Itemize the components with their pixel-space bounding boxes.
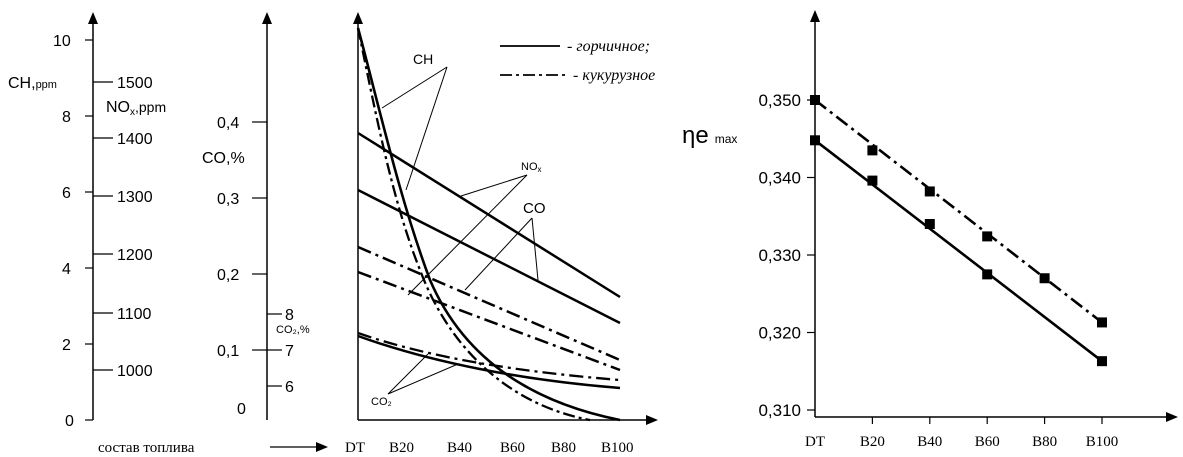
- right-series-marker-solid: [810, 135, 820, 146]
- annotation-ch: CH: [413, 51, 433, 67]
- ch-tick-2: 2: [62, 337, 71, 354]
- ch-dashdot-line: [356, 27, 591, 422]
- nox-tick-1400: 1400: [117, 131, 153, 148]
- right-series-line-dashdot: [814, 98, 1103, 324]
- right-y-tick-label: 0,330: [758, 246, 801, 265]
- right-y-tick-label: 0,320: [758, 324, 801, 343]
- nox-dashdot-line: [357, 245, 621, 362]
- right-series-marker-dashdot: [924, 186, 935, 197]
- nox-ticks: 1500 1400 1300 1200 1100 1000: [93, 75, 153, 380]
- co2-axis-label: CO₂,%: [276, 324, 310, 336]
- ch-tick-4: 4: [62, 261, 71, 278]
- right-x-tick-label: DT: [805, 434, 825, 450]
- right-y-tick-label: 0,310: [758, 401, 801, 420]
- x-caption-arrow-head: [316, 442, 328, 452]
- ch-axis-arrow: [88, 12, 98, 24]
- annotations: CH NOx CO CO₂: [371, 51, 546, 408]
- left-x-ticks: DT B20 B40 B60 B80 B100: [345, 440, 634, 456]
- ch-tick-8: 8: [62, 109, 71, 126]
- left-series: [356, 27, 621, 422]
- right-y-label: ηe max: [682, 122, 737, 149]
- right-x-tick-label: B100: [1086, 434, 1119, 450]
- right-series-line-solid: [814, 139, 1103, 363]
- co-dashdot-line: [357, 270, 621, 372]
- left-x-tick-b20: B20: [389, 440, 414, 456]
- right-y-tick-label: 0,350: [758, 91, 801, 110]
- right-series-marker-dashdot: [1039, 273, 1050, 284]
- right-x-tick-label: B20: [860, 434, 885, 450]
- co2-tick-6: 6: [285, 379, 294, 396]
- left-x-tick-b60: B60: [500, 440, 525, 456]
- co-solid-line: [357, 188, 621, 325]
- co-tick-0: 0: [237, 401, 246, 418]
- legend-dashdot-label: - кукурузное: [573, 67, 655, 84]
- right-series-marker-solid: [982, 269, 993, 280]
- co2-tick-7: 7: [285, 343, 294, 360]
- nox-tick-1300: 1300: [117, 189, 153, 206]
- right-y-ticks: 0,310 0,320 0,330 0,340 0,350: [758, 91, 815, 420]
- left-x-tick-dt: DT: [345, 440, 365, 456]
- right-series-marker-solid: [867, 175, 878, 186]
- co-axis-label: CO,%: [202, 150, 245, 167]
- ch-tick-0: 0: [65, 413, 74, 430]
- x-axis-arrow: [646, 415, 658, 425]
- co-ticks: 0,4 0,3 0,2 0,1 0: [217, 115, 267, 418]
- ch-ticks: 0 2 4 6 8 10: [53, 33, 93, 430]
- nox-axis-label: NOx,ppm: [106, 99, 166, 118]
- left-x-tick-b100: B100: [601, 440, 634, 456]
- plot-axis-arrow: [353, 12, 363, 24]
- legend: - горчичное; - кукурузное: [500, 38, 655, 84]
- co-axis-arrow: [262, 12, 272, 24]
- ch-tick-10: 10: [53, 33, 71, 50]
- left-chart: 0 2 4 6 8 10 1500 1400 1300 1200 1100 10…: [8, 12, 658, 456]
- co2-dashdot-line: [357, 331, 621, 382]
- ch-solid-line: [356, 27, 621, 422]
- right-series-marker-dashdot: [982, 231, 993, 242]
- co-tick-01: 0,1: [217, 343, 239, 360]
- right-chart: 0,310 0,320 0,330 0,340 0,350 DT B20 B40 B60 B80…: [682, 10, 1178, 450]
- co2-ticks: 8 7 6: [267, 307, 294, 396]
- nox-tick-1200: 1200: [117, 247, 153, 264]
- right-y-tick-label: 0,340: [758, 169, 801, 188]
- nox-tick-1100: 1100: [117, 306, 152, 323]
- co2-tick-8: 8: [285, 307, 294, 324]
- co2-solid-line: [357, 334, 621, 390]
- x-caption: состав топлива: [98, 440, 195, 456]
- right-series-marker-dashdot: [1097, 317, 1107, 328]
- annotation-co: CO: [523, 200, 546, 217]
- nox-tick-1000: 1000: [117, 363, 153, 380]
- right-x-axis-arrow: [1166, 412, 1178, 422]
- right-series-marker-dashdot: [810, 95, 820, 105]
- ch-tick-6: 6: [62, 185, 71, 202]
- nox-solid-line: [357, 131, 621, 299]
- right-x-ticks: DT B20 B40 B60 B80 B100: [805, 417, 1118, 450]
- right-series-marker-solid: [924, 219, 935, 229]
- right-x-tick-label: B60: [975, 434, 1000, 450]
- legend-solid-label: - горчичное;: [567, 38, 650, 55]
- right-x-tick-label: B40: [917, 434, 942, 450]
- right-series-marker-solid: [1097, 356, 1107, 367]
- ch-axis-label: CH,ppm: [8, 75, 57, 92]
- nox-tick-1500: 1500: [117, 75, 153, 92]
- co-tick-04: 0,4: [217, 115, 239, 132]
- annotation-nox: NOx: [521, 161, 542, 174]
- co-tick-03: 0,3: [217, 191, 239, 208]
- right-series: [810, 95, 1107, 367]
- left-x-tick-b80: B80: [551, 440, 576, 456]
- annotation-co2: CO₂: [371, 396, 392, 408]
- co-tick-02: 0,2: [217, 267, 239, 284]
- right-y-axis-arrow: [810, 10, 820, 22]
- left-x-tick-b40: B40: [447, 440, 472, 456]
- right-series-marker-dashdot: [867, 145, 878, 156]
- right-x-tick-label: B80: [1032, 434, 1057, 450]
